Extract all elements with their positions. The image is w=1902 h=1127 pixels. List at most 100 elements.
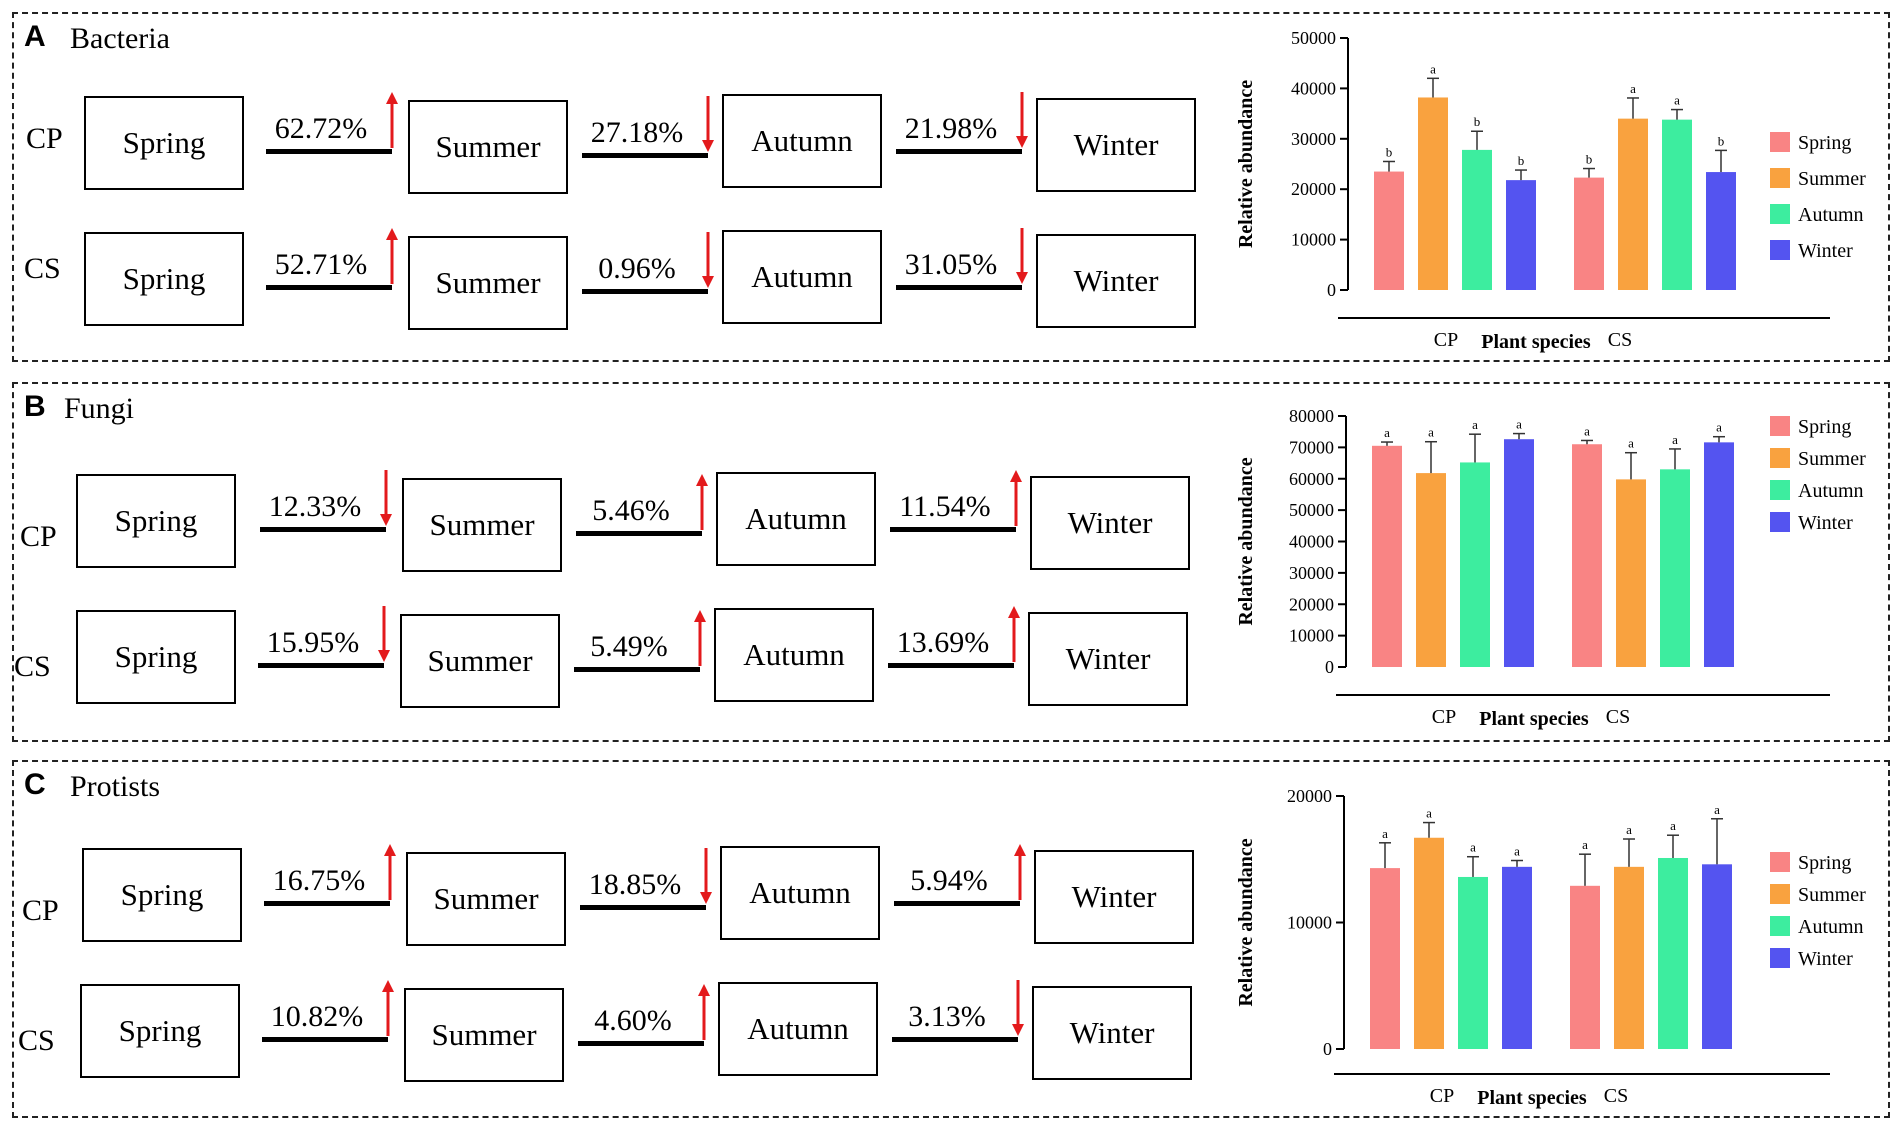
arrow-down-icon: [702, 96, 714, 152]
significance-label: b: [1718, 133, 1725, 148]
arrow-down-icon: [700, 848, 712, 904]
y-axis-title: Relative abundance: [1235, 457, 1257, 625]
row-label-cs: CS: [14, 650, 51, 683]
season-box-winter: Winter: [1034, 850, 1194, 944]
row-label-cp: CP: [26, 122, 63, 155]
legend-label-winter: Winter: [1798, 240, 1853, 262]
season-box-autumn: Autumn: [722, 230, 882, 324]
legend-swatch-autumn: [1770, 204, 1790, 224]
significance-label: a: [1672, 432, 1678, 447]
y-tick-label: 30000: [1289, 563, 1334, 583]
connector-line: [892, 1037, 1018, 1042]
legend-label-winter: Winter: [1798, 512, 1853, 534]
bar-spring-cs: [1572, 444, 1602, 667]
change-percent: 18.85%: [588, 868, 682, 901]
significance-label: a: [1582, 837, 1588, 852]
change-percent: 21.98%: [904, 112, 998, 145]
y-tick-label: 10000: [1289, 626, 1334, 646]
arrow-up-icon: [386, 92, 398, 148]
connector-line: [574, 667, 700, 672]
x-axis-title: Plant species: [1477, 1087, 1587, 1109]
bar-winter-cp: [1504, 439, 1534, 667]
change-percent: 5.94%: [910, 864, 988, 897]
season-box-spring: Spring: [84, 96, 244, 190]
bar-spring-cp: [1372, 445, 1402, 667]
season-box-autumn: Autumn: [718, 982, 878, 1076]
change-connector: 5.46%: [576, 474, 708, 544]
legend-label-autumn: Autumn: [1798, 480, 1864, 502]
significance-label: a: [1714, 802, 1720, 817]
change-percent: 52.71%: [274, 248, 368, 281]
change-percent: 3.13%: [908, 1000, 986, 1033]
legend-label-autumn: Autumn: [1798, 916, 1864, 938]
change-connector: 4.60%: [578, 984, 710, 1054]
arrow-up-icon: [386, 228, 398, 284]
bar-summer-cp: [1414, 837, 1444, 1049]
y-tick-label: 20000: [1287, 786, 1332, 806]
season-box-autumn: Autumn: [714, 608, 874, 702]
y-tick-label: 80000: [1289, 406, 1334, 426]
season-box-summer: Summer: [402, 478, 562, 572]
x-category-label: CS: [1608, 329, 1632, 351]
season-box-spring: Spring: [82, 848, 242, 942]
significance-label: a: [1670, 818, 1676, 833]
legend-label-autumn: Autumn: [1798, 204, 1864, 226]
bar-autumn-cp: [1458, 876, 1488, 1049]
row-label-cp: CP: [20, 520, 57, 553]
significance-label: b: [1518, 153, 1525, 168]
significance-label: a: [1516, 417, 1522, 432]
significance-label: a: [1384, 425, 1390, 440]
y-tick-label: 40000: [1291, 78, 1336, 98]
season-box-summer: Summer: [408, 236, 568, 330]
x-category-label: CP: [1430, 1085, 1454, 1107]
arrow-up-icon: [382, 980, 394, 1036]
y-tick-label: 0: [1323, 1039, 1332, 1059]
change-connector: 27.18%: [582, 96, 714, 166]
change-connector: 0.96%: [582, 232, 714, 302]
y-tick-label: 30000: [1291, 129, 1336, 149]
bar-winter-cp: [1506, 180, 1536, 290]
change-percent: 15.95%: [266, 626, 360, 659]
season-box-spring: Spring: [80, 984, 240, 1078]
significance-label: b: [1586, 152, 1593, 167]
y-tick-label: 70000: [1289, 437, 1334, 457]
season-box-autumn: Autumn: [720, 846, 880, 940]
connector-line: [896, 285, 1022, 290]
legend-swatch-spring: [1770, 416, 1790, 436]
y-tick-label: 40000: [1289, 532, 1334, 552]
panel-letter: B: [24, 390, 46, 423]
x-axis-title: Plant species: [1481, 331, 1591, 353]
connector-line: [578, 1041, 704, 1046]
y-tick-label: 60000: [1289, 469, 1334, 489]
change-connector: 3.13%: [892, 980, 1024, 1050]
change-percent: 5.46%: [592, 494, 670, 527]
row-label-cp: CP: [22, 894, 59, 927]
significance-label: a: [1428, 425, 1434, 440]
legend-swatch-summer: [1770, 448, 1790, 468]
arrow-down-icon: [380, 470, 392, 526]
bar-autumn-cs: [1658, 857, 1688, 1049]
change-connector: 18.85%: [580, 848, 712, 918]
bar-spring-cs: [1574, 177, 1604, 290]
panel-letter: C: [24, 768, 46, 801]
season-box-autumn: Autumn: [722, 94, 882, 188]
change-connector: 12.33%: [260, 470, 392, 540]
arrow-up-icon: [696, 474, 708, 530]
bar-chart-protists: 0 10000 20000 Relative abundance a a a a a a a a CP C…: [1235, 786, 1866, 1109]
legend-label-spring: Spring: [1798, 416, 1851, 438]
connector-line: [888, 663, 1014, 668]
legend-swatch-summer: [1770, 168, 1790, 188]
change-percent: 16.75%: [272, 864, 366, 897]
significance-label: a: [1472, 417, 1478, 432]
arrow-up-icon: [1010, 470, 1022, 526]
significance-label: a: [1426, 806, 1432, 821]
change-connector: 13.69%: [888, 606, 1020, 676]
connector-line: [260, 527, 386, 532]
significance-label: a: [1628, 436, 1634, 451]
change-percent: 5.49%: [590, 630, 668, 663]
x-category-label: CP: [1434, 329, 1458, 351]
season-box-winter: Winter: [1036, 98, 1196, 192]
arrow-down-icon: [1012, 980, 1024, 1036]
season-box-winter: Winter: [1036, 234, 1196, 328]
change-percent: 12.33%: [268, 490, 362, 523]
